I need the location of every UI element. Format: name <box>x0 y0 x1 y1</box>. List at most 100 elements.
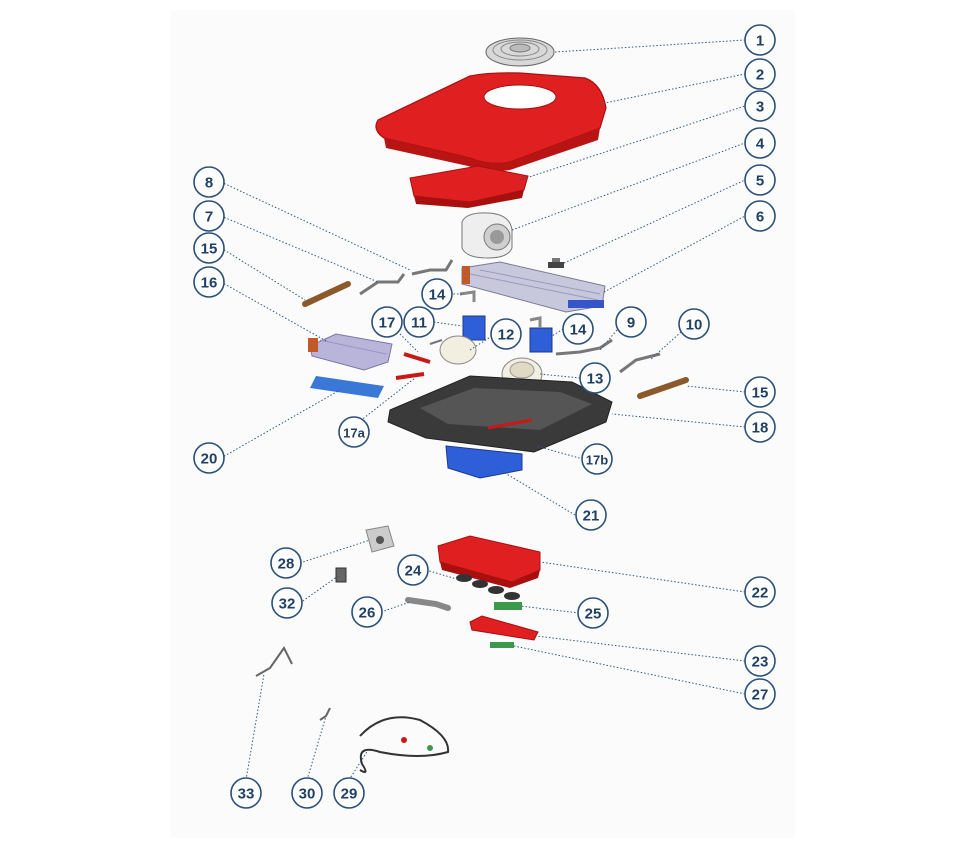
callout-circle <box>744 164 776 196</box>
part-pipe-9 <box>555 338 613 356</box>
part-insulation-tube-right <box>637 377 689 399</box>
callout-circle <box>579 362 611 394</box>
callout-24: 24 <box>397 554 429 586</box>
part-switch <box>335 567 347 583</box>
callout-circle <box>193 266 225 298</box>
part-insulation-tube-left <box>302 281 351 307</box>
callout-28: 28 <box>270 547 302 579</box>
callout-27: 27 <box>744 678 776 710</box>
part-fan-grille <box>485 37 555 67</box>
callout-circle <box>230 777 262 809</box>
callout-10: 10 <box>678 308 710 340</box>
callout-circle <box>615 306 647 338</box>
callout-label: 15 <box>201 241 218 258</box>
callout-circle <box>744 200 776 232</box>
callout-32: 32 <box>271 587 303 619</box>
callout-label: 1 <box>756 33 764 50</box>
callout-circle <box>744 127 776 159</box>
callout-12: 12 <box>490 318 522 350</box>
callout-label: 5 <box>756 173 764 190</box>
callout-label: 20 <box>201 451 218 468</box>
part-condenser-coil <box>308 333 393 371</box>
callout-5: 5 <box>744 164 776 196</box>
callout-4: 4 <box>744 127 776 159</box>
callout-label: 32 <box>279 596 296 613</box>
callout-label: 21 <box>583 508 600 525</box>
callout-circle <box>403 306 435 338</box>
part-pipe-8 <box>411 259 454 276</box>
callout-label: 12 <box>498 327 515 344</box>
callout-14a: 14 <box>421 278 453 310</box>
callout-14b: 14 <box>562 313 594 345</box>
callout-circle <box>744 411 776 443</box>
part-hardware-kit <box>365 525 395 553</box>
callout-label: 10 <box>686 317 703 334</box>
part-filter-17a <box>395 372 425 380</box>
callout-1: 1 <box>744 24 776 56</box>
callout-2: 2 <box>744 58 776 90</box>
callout-circle <box>338 416 370 448</box>
callout-26: 26 <box>351 596 383 628</box>
part-pipe-10 <box>619 352 661 374</box>
callout-label: 13 <box>587 371 604 388</box>
callout-15a: 15 <box>193 232 225 264</box>
callout-label: 14 <box>429 287 446 304</box>
callout-label: 17a <box>343 426 365 441</box>
part-power-harness <box>255 646 293 677</box>
callout-label: 15 <box>752 385 769 402</box>
callout-label: 30 <box>299 786 316 803</box>
callout-label: 24 <box>405 563 422 580</box>
callout-label: 7 <box>205 209 213 226</box>
callout-circle <box>397 554 429 586</box>
callout-23: 23 <box>744 645 776 677</box>
callout-6: 6 <box>744 200 776 232</box>
callout-17b: 17b <box>581 443 613 475</box>
callout-label: 18 <box>752 420 769 437</box>
callout-label: 16 <box>201 275 218 292</box>
callout-7: 7 <box>193 200 225 232</box>
part-display-board <box>490 642 514 648</box>
callout-3: 3 <box>744 90 776 122</box>
callout-label: 3 <box>756 99 764 116</box>
part-base-pan <box>387 375 613 453</box>
callout-label: 8 <box>205 175 213 192</box>
callout-circle <box>490 318 522 350</box>
callout-25: 25 <box>577 597 609 629</box>
part-blower <box>461 212 513 259</box>
callout-label: 2 <box>756 67 764 84</box>
callout-label: 17 <box>379 315 396 332</box>
part-air-duct <box>409 165 529 208</box>
callout-label: 14 <box>570 322 587 339</box>
callout-label: 27 <box>752 687 769 704</box>
callout-label: 28 <box>278 556 295 573</box>
part-pipe-7 <box>359 273 406 296</box>
callout-circle <box>351 596 383 628</box>
part-inner-cover <box>437 535 541 588</box>
callout-circle <box>744 58 776 90</box>
part-control-board <box>494 602 522 610</box>
callout-30: 30 <box>291 777 323 809</box>
callout-circle <box>678 308 710 340</box>
callout-circle <box>575 499 607 531</box>
callout-circle <box>333 777 365 809</box>
callout-17: 17 <box>371 306 403 338</box>
callout-circle <box>744 24 776 56</box>
callout-22: 22 <box>744 576 776 608</box>
callout-circle <box>562 313 594 345</box>
callout-33: 33 <box>230 777 262 809</box>
callout-circle <box>193 200 225 232</box>
callout-label: 17b <box>586 453 608 468</box>
callout-circle <box>371 306 403 338</box>
callout-label: 25 <box>585 606 602 623</box>
part-top-cover <box>375 72 607 172</box>
callout-circle <box>291 777 323 809</box>
callout-circle <box>193 442 225 474</box>
callout-20: 20 <box>193 442 225 474</box>
callout-label: 29 <box>341 786 358 803</box>
callout-circle <box>270 547 302 579</box>
part-sensor <box>548 258 564 268</box>
callout-circle <box>744 576 776 608</box>
callout-21: 21 <box>575 499 607 531</box>
